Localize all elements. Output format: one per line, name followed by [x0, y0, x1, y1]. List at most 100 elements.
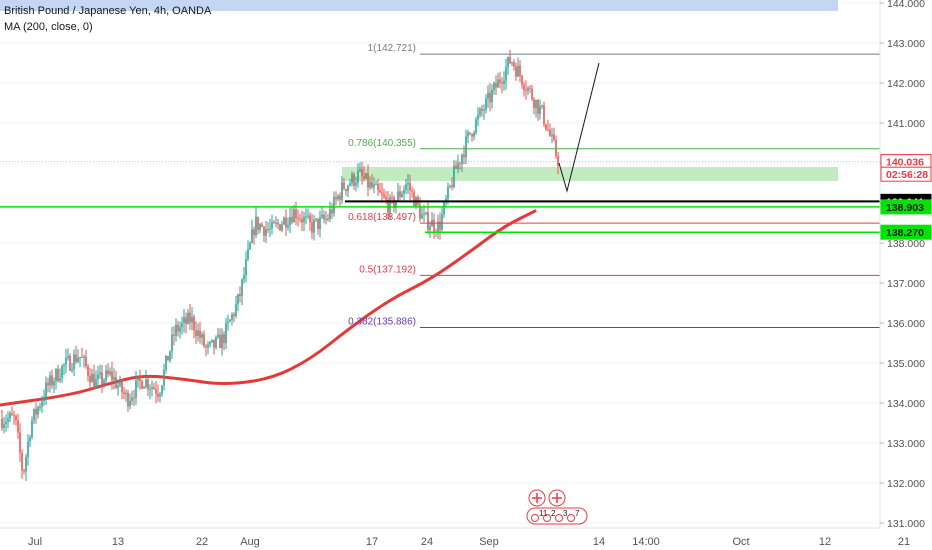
price-tick-label: 143.000 — [887, 38, 925, 50]
price-tick-label: 134.000 — [887, 398, 925, 410]
economic-events[interactable]: 11 2 3 7 — [526, 489, 588, 525]
candle-body — [43, 398, 45, 402]
candle-body — [227, 321, 229, 324]
candle-body — [473, 132, 475, 137]
candle-body — [11, 413, 13, 416]
candle-body — [99, 372, 101, 375]
candle-body — [345, 188, 347, 191]
candle-body — [537, 99, 539, 114]
candle-body — [447, 186, 449, 199]
candle-body — [341, 182, 343, 200]
candle-body — [493, 83, 495, 90]
candle-body — [263, 226, 265, 236]
candle-body — [461, 154, 463, 164]
candle-body — [187, 312, 189, 324]
ma-200-curve — [0, 209, 537, 407]
grid — [0, 2, 880, 524]
candle-body — [191, 316, 193, 323]
candle-body — [319, 216, 321, 229]
candle-body — [5, 422, 7, 425]
candle-body — [59, 378, 61, 381]
event-badge-count: 3 — [563, 509, 568, 518]
candle-body — [223, 334, 225, 344]
candle-body — [231, 314, 233, 320]
price-label-text: 140.036 — [886, 157, 924, 169]
candle-body — [75, 354, 77, 362]
candle-body — [45, 382, 47, 399]
candle-body — [21, 452, 23, 471]
candle-body — [429, 226, 431, 230]
price-label-box — [880, 199, 932, 215]
candle-body — [333, 197, 335, 214]
candle-body — [163, 369, 165, 386]
event-badge-icon — [543, 514, 551, 522]
time-tick-label: 22 — [196, 536, 208, 548]
candle-body — [219, 334, 221, 349]
event-badge-count: 2 — [551, 509, 556, 518]
candle-body — [299, 218, 301, 220]
candle-body — [97, 374, 99, 380]
candle-body — [549, 129, 551, 136]
candle-body — [295, 209, 297, 218]
time-axis[interactable]: Jul 13 22 Aug 17 24 Sep 14 14:00 Oct 12 21 — [0, 527, 910, 548]
candle-body — [469, 132, 471, 135]
candle-body — [135, 380, 137, 398]
candle-body — [479, 108, 481, 115]
candle-body — [403, 189, 405, 194]
ma-indicator-label[interactable]: MA (200, close, 0) — [4, 21, 93, 33]
candle-body — [281, 224, 283, 231]
candle-body — [405, 184, 407, 190]
candle-body — [379, 189, 381, 193]
candle-body — [279, 224, 281, 231]
candle-body — [53, 381, 55, 386]
price-tick-label: 138.000 — [887, 238, 925, 250]
candle-body — [169, 351, 171, 361]
candle-body — [375, 183, 377, 185]
symbol-title[interactable]: British Pound / Japanese Yen, 4h, OANDA — [4, 5, 212, 17]
candle-body — [139, 376, 141, 381]
candle-body — [179, 327, 181, 332]
candle-body — [377, 183, 379, 190]
candle-body — [489, 92, 491, 103]
candle-body — [409, 183, 411, 191]
candle-body — [115, 377, 117, 388]
candle-body — [249, 242, 251, 249]
candle-body — [189, 312, 191, 323]
candle-body — [395, 200, 397, 208]
price-tick-label: 144.000 — [887, 0, 925, 10]
candle-body — [419, 204, 421, 219]
candle-body — [437, 221, 439, 233]
candle-body — [137, 376, 139, 381]
levels — [0, 200, 880, 233]
candle-body — [523, 84, 525, 90]
candle-body — [51, 375, 53, 386]
candle-body — [155, 389, 157, 394]
candle-body — [475, 119, 477, 133]
candle-body — [551, 134, 553, 136]
candle-body — [357, 171, 359, 183]
candle-body — [193, 316, 195, 331]
candle-body — [105, 370, 107, 381]
candle-body — [109, 371, 111, 375]
candle-body — [515, 66, 517, 77]
candle-body — [261, 224, 263, 227]
candle-body — [151, 387, 153, 389]
time-tick-label: Sep — [479, 536, 499, 548]
candle-body — [313, 219, 315, 233]
candle-body — [127, 392, 129, 407]
price-axis[interactable]: 131.000 132.000 133.000 134.000 135.000 136.0… — [879, 0, 925, 530]
candle-body — [247, 248, 249, 260]
candle-body — [35, 408, 37, 415]
top-zone — [0, 0, 838, 11]
candle-body — [173, 334, 175, 336]
candle-body — [331, 209, 333, 214]
candle-body — [255, 216, 257, 236]
candle-body — [57, 368, 59, 381]
candle-body — [487, 92, 489, 99]
event-badge-count: 11 — [539, 509, 548, 518]
candle-body — [87, 366, 89, 376]
candle-body — [273, 221, 275, 224]
candle-body — [89, 375, 91, 383]
candle-body — [351, 174, 353, 184]
